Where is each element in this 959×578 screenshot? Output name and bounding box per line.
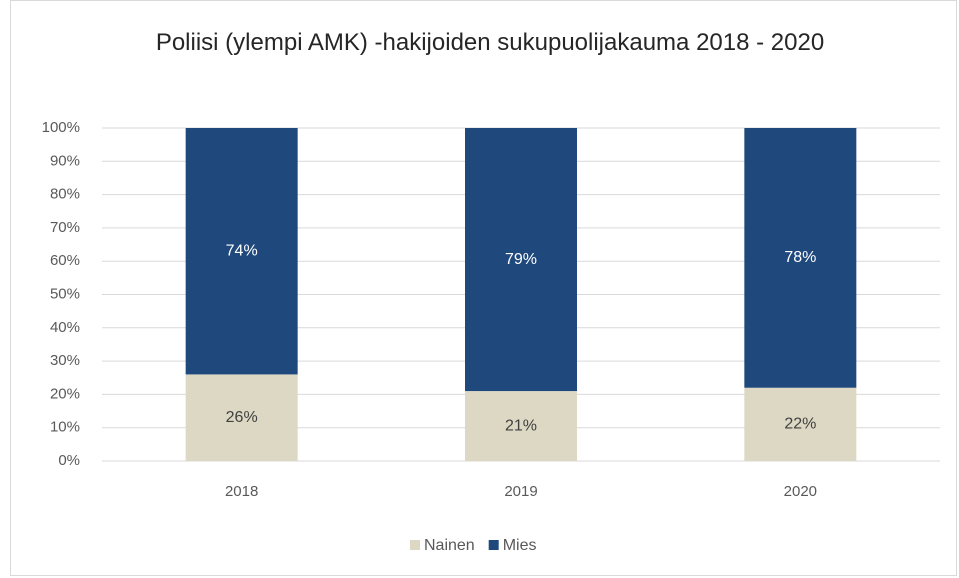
legend-swatch [410, 540, 420, 550]
y-tick-label: 90% [50, 152, 80, 169]
data-label: 26% [226, 409, 258, 426]
bar-segment [185, 128, 298, 375]
bar-segment [465, 128, 577, 392]
chart-frame [10, 0, 957, 576]
y-tick-label: 80% [50, 186, 80, 203]
data-label: 78% [784, 249, 816, 266]
y-tick-label: 0% [58, 452, 80, 469]
bar-segment [744, 128, 857, 388]
chart-title: Poliisi (ylempi AMK) -hakijoiden sukupuo… [155, 29, 825, 56]
y-tick-label: 20% [50, 385, 80, 402]
x-tick-label: 2019 [504, 483, 537, 500]
bar-segment [744, 387, 857, 461]
legend-label: Nainen [424, 537, 475, 554]
y-tick-label: 60% [50, 252, 80, 269]
data-label: 21% [505, 417, 537, 434]
y-tick-label: 50% [50, 285, 80, 302]
legend-label: Mies [503, 537, 537, 554]
data-label: 22% [784, 416, 816, 433]
x-tick-label: 2018 [225, 483, 258, 500]
data-label: 79% [505, 251, 537, 268]
y-tick-label: 30% [50, 352, 80, 369]
y-tick-label: 70% [50, 219, 80, 236]
y-tick-label: 100% [42, 119, 80, 136]
y-tick-label: 40% [50, 319, 80, 336]
x-tick-label: 2020 [784, 483, 817, 500]
bar-segment [465, 391, 577, 461]
y-tick-label: 10% [50, 419, 80, 436]
bar-segment [185, 374, 298, 461]
legend-swatch [488, 540, 499, 550]
data-label: 74% [226, 242, 258, 259]
